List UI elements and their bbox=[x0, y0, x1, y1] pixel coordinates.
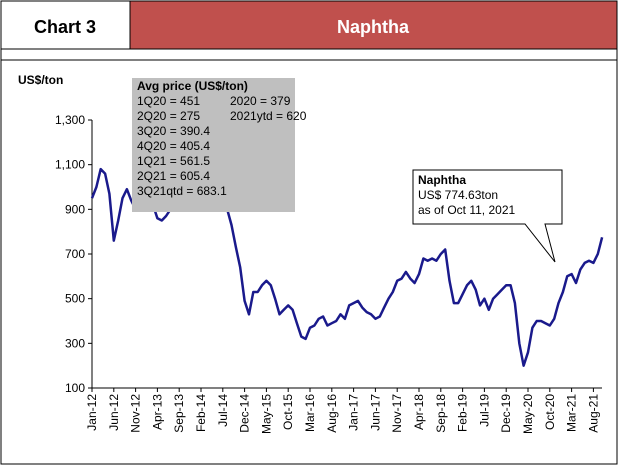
x-tick-label: Nov-17 bbox=[390, 394, 404, 433]
x-tick-label: Mar-16 bbox=[303, 394, 317, 432]
x-tick-label: Feb-14 bbox=[194, 394, 208, 432]
y-tick-label: 900 bbox=[65, 202, 85, 216]
avg-line: 3Q20 = 390.4 bbox=[137, 124, 210, 138]
x-tick-label: Apr-18 bbox=[412, 394, 426, 430]
avg-box bbox=[132, 78, 295, 212]
y-tick-label: 700 bbox=[65, 247, 85, 261]
x-tick-label: Jan-17 bbox=[347, 394, 361, 431]
x-tick-label: Sep-18 bbox=[434, 394, 448, 433]
avg-line: 2Q21 = 605.4 bbox=[137, 169, 210, 183]
avg-line: 1Q20 = 451 bbox=[137, 94, 200, 108]
chart-title: Naphtha bbox=[337, 17, 410, 37]
x-tick-label: Jul-14 bbox=[216, 394, 230, 427]
x-tick-label: Jun-17 bbox=[368, 394, 382, 431]
x-tick-label: Dec-14 bbox=[238, 394, 252, 433]
header: Chart 3 bbox=[34, 17, 96, 37]
x-tick-label: May-20 bbox=[521, 394, 535, 434]
y-tick-label: 1,100 bbox=[55, 158, 85, 172]
avg-line: 3Q21qtd = 683.1 bbox=[137, 184, 227, 198]
y-tick-label: 300 bbox=[65, 336, 85, 350]
x-tick-label: Mar-21 bbox=[565, 394, 579, 432]
avg-line: 4Q20 = 405.4 bbox=[137, 139, 210, 153]
y-tick-label: 100 bbox=[65, 381, 85, 395]
avg-line: 2Q20 = 275 bbox=[137, 109, 200, 123]
avg-title: Avg price (US$/ton) bbox=[137, 79, 248, 93]
callout-title: Naphtha bbox=[418, 173, 466, 187]
avg-line: 2021ytd = 620 bbox=[230, 109, 307, 123]
x-tick-label: Oct-20 bbox=[543, 394, 557, 430]
x-tick-label: Aug-21 bbox=[586, 394, 600, 433]
y-axis-label: US$/ton bbox=[18, 73, 63, 87]
x-tick-label: Jan-12 bbox=[85, 394, 99, 431]
y-tick-label: 1,300 bbox=[55, 113, 85, 127]
x-tick-label: Aug-16 bbox=[325, 394, 339, 433]
callout bbox=[412, 169, 563, 263]
avg-line: 2020 = 379 bbox=[230, 94, 291, 108]
plot: 100 300 500 700 900 1,100 1,300 Jan-12 Jun-12 Nov… bbox=[55, 113, 604, 434]
header-cell bbox=[0, 0, 131, 50]
title-cell bbox=[129, 0, 618, 50]
y-tick-label: 500 bbox=[65, 292, 85, 306]
avg-line: 1Q21 = 561.5 bbox=[137, 154, 210, 168]
callout-line: as of Oct 11, 2021 bbox=[418, 203, 515, 217]
callout-line: US$ 774.63ton bbox=[418, 188, 498, 202]
x-tick-label: Jun-12 bbox=[107, 394, 121, 431]
x-tick-label: Nov-12 bbox=[129, 394, 143, 433]
x-tick-label: Dec-19 bbox=[499, 394, 513, 433]
x-tick-label: Apr-13 bbox=[150, 394, 164, 430]
x-tick-label: Feb-19 bbox=[456, 394, 470, 432]
x-tick-label: Jul-19 bbox=[477, 394, 491, 427]
x-tick-label: May-15 bbox=[259, 394, 273, 434]
x-tick-label: Sep-13 bbox=[172, 394, 186, 433]
x-tick-label: Oct-15 bbox=[281, 394, 295, 430]
